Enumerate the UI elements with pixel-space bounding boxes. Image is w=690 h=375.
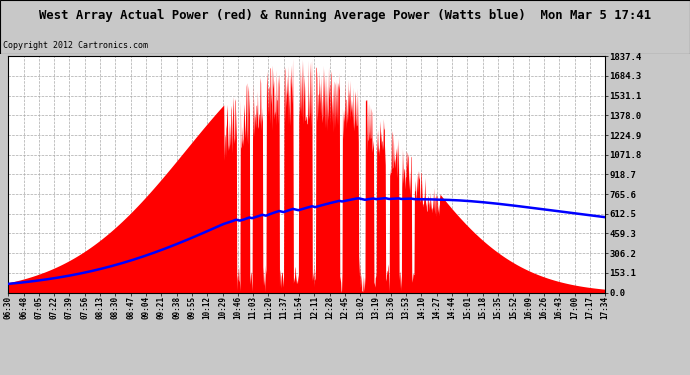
Text: Copyright 2012 Cartronics.com: Copyright 2012 Cartronics.com xyxy=(3,41,148,50)
Text: West Array Actual Power (red) & Running Average Power (Watts blue)  Mon Mar 5 17: West Array Actual Power (red) & Running … xyxy=(39,9,651,22)
